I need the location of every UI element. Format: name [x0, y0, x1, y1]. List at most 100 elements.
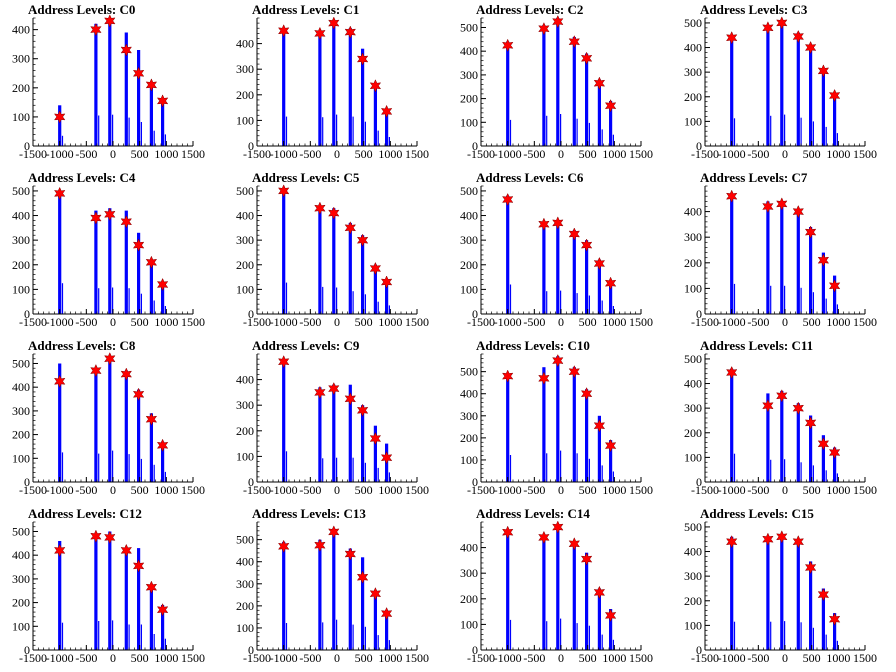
chart-panel-c2: Address Levels: C2 0 100 200 300 400 500 -1500-…	[448, 0, 672, 168]
x-tick-label: -1500	[19, 147, 47, 161]
peak-marker	[804, 40, 817, 55]
x-tick-label: -1000	[718, 147, 746, 161]
peak-marker	[552, 216, 564, 230]
chart-panel-c0: Address Levels: C0 0 100 200 300 400 -1500 -100…	[0, 0, 224, 168]
y-tick-label: 100	[236, 621, 254, 635]
chart-panel-c14: Address Levels: C14 0 100 200 300 400 -1500 -10…	[448, 504, 672, 672]
x-tick-label: 1500	[405, 651, 429, 665]
bar-secondary	[388, 305, 390, 314]
peak-marker	[90, 363, 102, 378]
bar	[124, 32, 128, 146]
x-tick-label: -1000	[494, 651, 522, 665]
chart-svg: Address Levels: C50100200300400500-1500-…	[236, 170, 429, 329]
peak-marker	[314, 385, 326, 400]
chart-panel-c13: Address Levels: C13 0 100 200 300 400 500 -1500…	[224, 504, 448, 672]
y-tick-label: 300	[684, 230, 702, 244]
bar-secondary	[733, 283, 736, 314]
y-tick-label: 300	[236, 398, 254, 412]
bar-secondary	[800, 462, 802, 482]
chart-title: Address Levels: C13	[252, 506, 366, 521]
x-tick-label: 1500	[629, 315, 653, 329]
peak-marker	[817, 64, 830, 78]
x-tick-label: 1500	[853, 651, 877, 665]
x-tick-label: 500	[131, 483, 149, 497]
bar-secondary	[784, 459, 786, 482]
bar	[108, 356, 112, 482]
y-tick-label: 200	[12, 81, 30, 95]
peak-marker	[538, 217, 550, 231]
y-tick-label: 100	[460, 282, 478, 296]
x-tick-label: 500	[131, 147, 149, 161]
chart-panel-c5: Address Levels: C5 0 100 200 300 400 500 -1500-…	[224, 168, 448, 336]
x-tick-label: -1500	[19, 315, 47, 329]
peak-marker	[538, 530, 550, 545]
x-tick-label: 1000	[826, 315, 850, 329]
y-tick-label: 200	[236, 258, 254, 272]
bar-secondary	[98, 453, 100, 482]
bar-secondary	[560, 450, 562, 482]
y-tick-label: 200	[236, 424, 254, 438]
x-tick-label: 500	[355, 315, 373, 329]
peak-marker	[828, 612, 841, 626]
bar	[373, 590, 377, 650]
bar-secondary	[322, 286, 324, 314]
bar	[58, 190, 62, 314]
x-tick-label: 0	[782, 147, 788, 161]
chart-svg: Address Levels: C13 0 100 200 300 400 500 -1500…	[236, 506, 429, 665]
x-tick-label: -1000	[718, 483, 746, 497]
bar-secondary	[588, 458, 590, 482]
bar-secondary	[836, 133, 838, 146]
bar-secondary	[509, 284, 512, 314]
bar-secondary	[800, 287, 802, 314]
x-tick-label: 0	[110, 147, 116, 161]
bar-secondary	[612, 306, 614, 314]
bar-secondary	[364, 121, 366, 146]
peak-marker	[120, 543, 133, 558]
chart-panel-c11: Address Levels: C11 0 100 200 300 400 500 -1500…	[672, 336, 896, 504]
x-tick-label: -1500	[243, 315, 271, 329]
peak-marker	[725, 31, 738, 45]
x-tick-label: 0	[558, 651, 564, 665]
peak-marker	[792, 204, 805, 219]
bar	[318, 539, 322, 650]
chart-svg: Address Levels: C1 0 100 200 300 400 -1500-100…	[236, 2, 429, 161]
bar-secondary	[352, 457, 354, 482]
bar-secondary	[336, 114, 338, 146]
y-tick-label: 500	[684, 520, 702, 534]
bar-secondary	[61, 283, 64, 314]
bar-secondary	[377, 130, 379, 146]
bar-secondary	[784, 285, 786, 314]
x-tick-label: 1500	[181, 651, 205, 665]
chart-title: Address Levels: C6	[476, 170, 584, 185]
y-tick-label: 0	[24, 643, 30, 657]
bar	[282, 188, 286, 314]
chart-panel-c3: Address Levels: C3 0 100 200 300 400 500 -1500-…	[672, 0, 896, 168]
bar	[833, 94, 837, 146]
bar	[332, 208, 336, 314]
bar	[149, 84, 153, 146]
bar-secondary	[560, 618, 562, 650]
peak-marker	[356, 233, 369, 247]
bar	[609, 440, 613, 482]
bar-secondary	[112, 287, 114, 314]
y-tick-label: 400	[12, 380, 30, 394]
bar-secondary	[560, 114, 562, 146]
y-tick-label: 400	[684, 545, 702, 559]
peak-marker	[604, 608, 617, 623]
bar	[149, 586, 153, 650]
x-tick-label: -1000	[718, 315, 746, 329]
peak-marker	[580, 387, 593, 401]
bar-secondary	[164, 638, 166, 650]
bar	[385, 610, 389, 650]
bar	[108, 208, 112, 314]
y-tick-label: 100	[684, 450, 702, 464]
bar-secondary	[800, 117, 802, 146]
bar-secondary	[812, 465, 814, 482]
x-tick-label: 0	[110, 483, 116, 497]
bar-secondary	[128, 288, 130, 314]
y-tick-label: 200	[460, 431, 478, 445]
chart-title: Address Levels: C8	[28, 338, 136, 353]
x-tick-label: -500	[523, 315, 545, 329]
bar	[585, 240, 589, 314]
x-tick-label: 1000	[602, 651, 626, 665]
